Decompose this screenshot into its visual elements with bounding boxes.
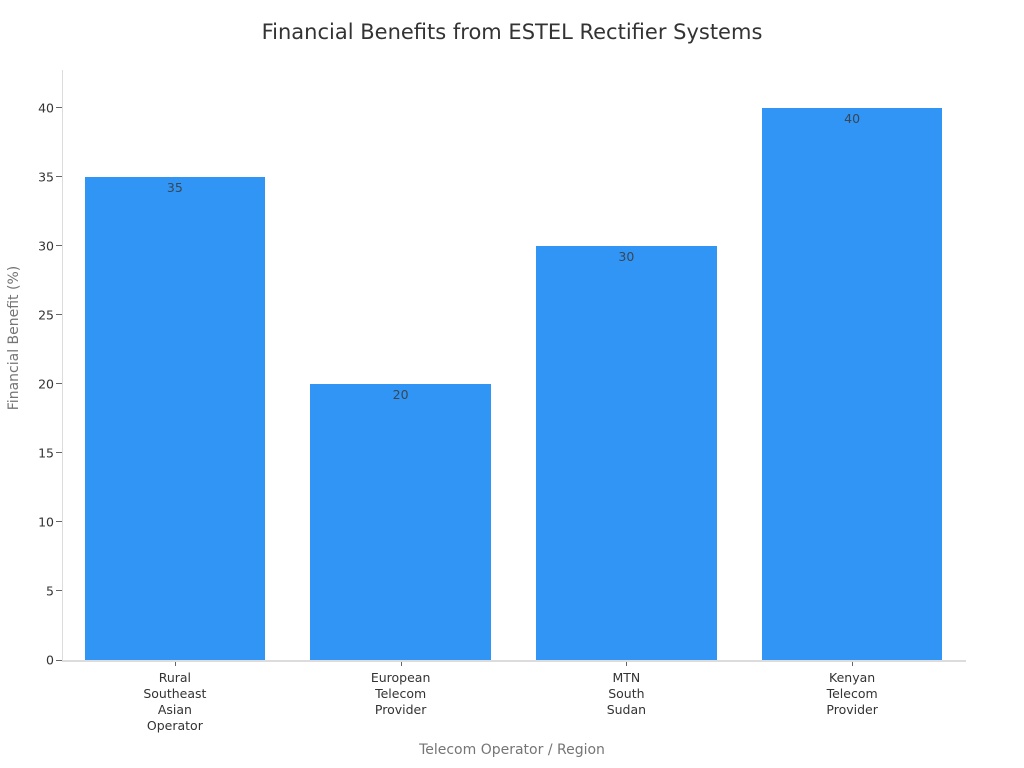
y-tick-mark <box>56 383 62 385</box>
x-tick-mark <box>400 662 402 666</box>
bar-value-label: 35 <box>166 179 183 195</box>
y-tick-label: 5 <box>46 583 54 599</box>
bar <box>761 107 943 660</box>
y-tick-label: 35 <box>38 169 54 185</box>
bar-value-label: 30 <box>618 248 635 264</box>
bar <box>310 383 491 660</box>
y-tick-label: 10 <box>38 514 54 530</box>
x-tick-label: Rural Southeast Asian Operator <box>143 670 207 733</box>
y-tick-label: 25 <box>38 307 54 323</box>
y-tick-mark <box>56 659 62 661</box>
x-tick-mark <box>852 662 854 666</box>
y-tick-mark <box>56 521 62 523</box>
y-tick-mark <box>56 245 62 247</box>
y-tick-label: 30 <box>38 238 54 254</box>
y-tick-mark <box>56 107 62 109</box>
bar <box>536 245 717 660</box>
y-tick-label: 40 <box>38 100 54 116</box>
y-tick-mark <box>56 176 62 178</box>
y-tick-mark <box>56 452 62 454</box>
plot-area <box>62 70 966 662</box>
y-tick-label: 15 <box>38 445 54 461</box>
x-tick-label: MTN South Sudan <box>606 670 647 717</box>
y-tick-label: 0 <box>46 652 54 668</box>
x-axis-title: Telecom Operator / Region <box>419 742 605 758</box>
x-tick-label: European Telecom Provider <box>370 670 431 717</box>
y-tick-mark <box>56 314 62 316</box>
x-tick-mark <box>174 662 176 666</box>
bar <box>84 176 266 660</box>
bar-value-label: 40 <box>844 110 861 126</box>
chart-title: Financial Benefits from ESTEL Rectifier … <box>261 20 763 44</box>
x-tick-label: Kenyan Telecom Provider <box>826 670 878 717</box>
y-tick-label: 20 <box>38 376 54 392</box>
y-tick-mark <box>56 590 62 592</box>
bar-value-label: 20 <box>392 386 409 402</box>
x-tick-mark <box>626 662 628 666</box>
